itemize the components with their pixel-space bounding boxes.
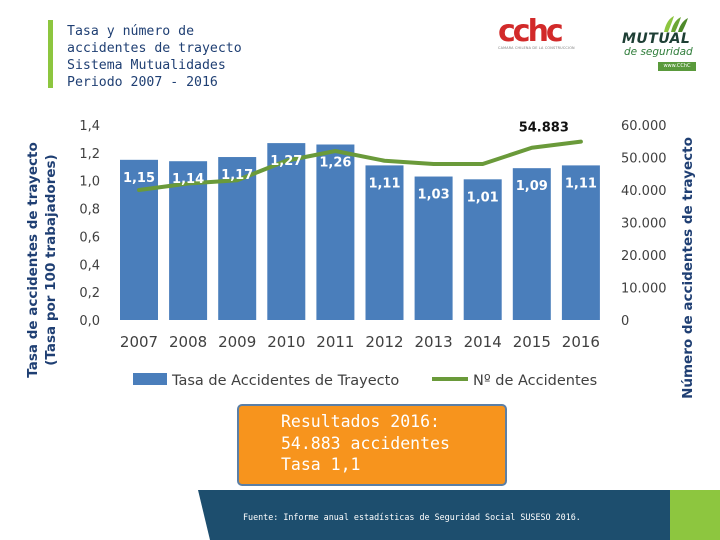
title-accent-bar	[48, 20, 53, 88]
source-note: Fuente: Informe anual estadísticas de Se…	[243, 512, 581, 522]
title-line-4: Periodo 2007 - 2016	[67, 75, 218, 90]
mutual-logo: MUTUAL de seguridad www.CChC	[620, 14, 700, 71]
y2-tick-label: 60.000	[621, 119, 667, 134]
bar-value-label: 1,27	[270, 154, 302, 169]
footer-band	[210, 490, 670, 540]
bar	[316, 144, 355, 320]
title-line-3: Sistema Mutualidades	[67, 58, 226, 73]
x-tick-label: 2008	[169, 333, 207, 351]
y-axis-title-line: Tasa de accidentes de trayecto	[25, 142, 41, 377]
line-end-label: 54.883	[519, 121, 569, 136]
cchc-logo-mark: cchc	[498, 14, 564, 49]
callout-line-3: Tasa 1,1	[281, 455, 361, 474]
bar-value-label: 1,01	[467, 190, 499, 205]
y-axis-title-line: (Tasa por 100 trabajadores)	[43, 154, 59, 365]
x-tick-label: 2015	[513, 333, 551, 351]
bar-value-label: 1,03	[418, 188, 450, 203]
y2-axis-title: Número de accidentes de trayecto	[680, 137, 696, 399]
mutual-logo-tagline: de seguridad	[624, 46, 693, 58]
footer-notch	[198, 490, 210, 540]
bar	[169, 161, 208, 320]
y-tick-label: 0,0	[79, 314, 100, 329]
cchc-logo-subtitle: CAMARA CHILENA DE LA CONSTRUCCION	[498, 46, 575, 50]
bar-value-label: 1,11	[565, 176, 597, 191]
slide-title: Tasa y número de accidentes de trayecto …	[67, 23, 242, 91]
y2-tick-label: 50.000	[621, 152, 667, 167]
y2-tick-label: 40.000	[621, 184, 667, 199]
results-callout: Resultados 2016: 54.883 accidentes Tasa …	[237, 404, 507, 486]
accidents-line	[137, 139, 583, 192]
x-tick-label: 2009	[218, 333, 256, 351]
callout-line-1: Resultados 2016:	[281, 412, 440, 431]
y-tick-label: 0,8	[79, 203, 100, 218]
title-line-2: accidentes de trayecto	[67, 41, 242, 56]
bar	[414, 176, 453, 320]
legend-bar-label: Tasa de Accidentes de Trayecto	[171, 373, 399, 389]
x-tick-label: 2010	[267, 333, 305, 351]
x-tick-label: 2007	[120, 333, 158, 351]
x-tick-label: 2011	[316, 333, 354, 351]
mutual-logo-band: www.CChC	[658, 62, 696, 71]
bar-value-label: 1,17	[221, 168, 253, 183]
y2-tick-label: 10.000	[621, 282, 667, 297]
legend-bar-swatch	[133, 373, 167, 385]
x-tick-label: 2014	[464, 333, 502, 351]
y-tick-label: 0,6	[79, 230, 100, 245]
bar	[218, 157, 257, 320]
x-tick-label: 2013	[415, 333, 453, 351]
legend-line-label: Nº de Accidentes	[473, 373, 597, 389]
bar-value-label: 1,09	[516, 179, 548, 194]
mutual-leaves-icon	[664, 16, 688, 32]
bar	[561, 165, 600, 320]
bar	[512, 168, 551, 320]
accidents-chart: 0,0 0,2 0,4 0,6 0,8 1,0 1,2 1,4 0 10.000 20.000 30.…	[25, 119, 696, 399]
y2-tick-label: 0	[621, 314, 629, 329]
mutual-logo-name: MUTUAL	[622, 31, 691, 47]
bar-value-label: 1,11	[368, 176, 400, 191]
y-tick-label: 1,0	[79, 175, 100, 190]
bar-value-label: 1,15	[123, 171, 155, 186]
bar-value-label: 1,14	[172, 172, 204, 187]
y2-tick-label: 30.000	[621, 217, 667, 232]
y-tick-label: 0,2	[79, 286, 100, 301]
bar	[365, 165, 404, 320]
y-tick-label: 1,2	[79, 147, 100, 162]
cchc-logo: cchc CAMARA CHILENA DE LA CONSTRUCCION	[498, 14, 594, 54]
y-tick-label: 1,4	[79, 119, 100, 134]
y2-tick-label: 20.000	[621, 249, 667, 264]
y-tick-label: 0,4	[79, 258, 100, 273]
bar-value-label: 1,26	[319, 156, 351, 171]
bar	[463, 179, 502, 320]
title-line-1: Tasa y número de	[67, 24, 195, 39]
callout-line-2: 54.883 accidentes	[281, 433, 450, 453]
bar	[267, 143, 306, 320]
x-tick-label: 2012	[365, 333, 403, 351]
x-tick-label: 2016	[562, 333, 600, 351]
footer-green-block	[670, 490, 720, 540]
